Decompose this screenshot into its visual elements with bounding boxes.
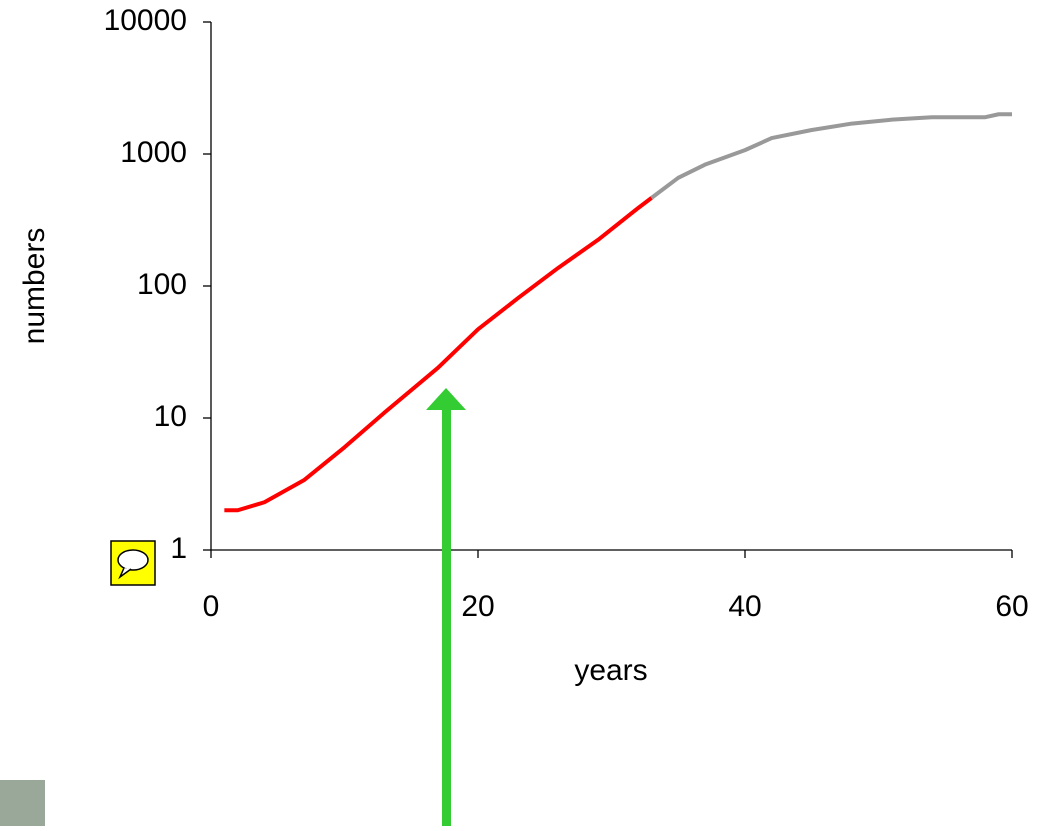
x-tick-label: 40 [728, 590, 761, 623]
y-tick-label: 10 [154, 400, 187, 433]
comment-bubble [117, 549, 149, 571]
comment-tail [118, 567, 132, 580]
y-tick-label: 100 [137, 268, 187, 301]
y-tick-label: 10000 [104, 4, 187, 37]
x-tick-label: 0 [203, 590, 220, 623]
x-tick-label: 60 [995, 590, 1028, 623]
x-tick-label: 20 [461, 590, 494, 623]
arrow-shaft [442, 408, 451, 826]
y-tick-label: 1 [170, 532, 187, 565]
x-axis-title: years [574, 654, 647, 687]
thumbnail [0, 780, 45, 826]
y-tick-label: 1000 [120, 136, 187, 169]
plot [224, 112, 1012, 513]
data-line [650, 112, 1012, 200]
data-line [224, 196, 653, 513]
arrow-head [426, 388, 466, 410]
y-axis-title: numbers [18, 228, 51, 345]
